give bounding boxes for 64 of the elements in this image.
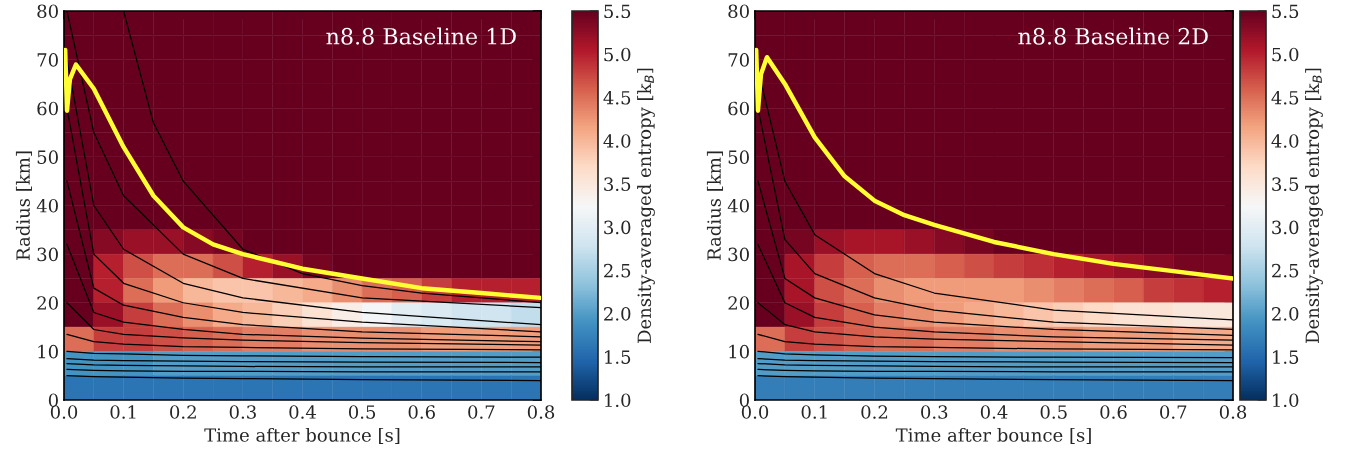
color-bar-label: 3.5: [1272, 177, 1299, 192]
x-tick-label: 0.4: [980, 405, 1008, 419]
x-tick-label: 0.1: [110, 405, 136, 419]
color-bar-label: 4.5: [1271, 90, 1299, 105]
x-tick-label: 0.2: [861, 405, 888, 419]
color-bar-title: Density-averaged entropy [k$_{B}$]: [637, 68, 655, 343]
y-tick-label: 70: [728, 53, 749, 67]
color-bar-label: 5.0: [604, 47, 631, 62]
color-bar-label: 2.0: [604, 307, 631, 321]
y-tick-label: 70: [37, 53, 58, 67]
y-tick-label: 0: [48, 393, 58, 408]
color-bar-label: 1.5: [1273, 350, 1299, 364]
text: n8.8 Baseline 2D: [1018, 27, 1208, 45]
x-tick-label: 0.6: [1100, 405, 1127, 419]
color-bar-label: 1.0: [605, 393, 631, 408]
color-bar-label: 3.5: [604, 177, 631, 192]
color-bar-label: 4.0: [603, 134, 631, 148]
color-bar-label: 1.0: [1273, 393, 1299, 408]
x-tick-label: 0.8: [1219, 405, 1247, 419]
y-tick-label: 80: [37, 4, 58, 19]
color-bar-label: 3.0: [1272, 220, 1299, 235]
color-bar-label: 4.5: [603, 90, 631, 105]
y-tick-label: 30: [728, 247, 749, 262]
color-bar-label: 5.5: [604, 4, 631, 19]
color-bar-label: 1.5: [605, 350, 631, 364]
y-axis-title: Radius [km]: [15, 151, 33, 260]
y-axis-title: Radius [km]: [706, 151, 724, 260]
color-bar-label: 4.0: [1271, 134, 1299, 148]
text: n8.8 Baseline 1D: [326, 27, 516, 45]
y-tick-label: 50: [728, 150, 749, 164]
y-tick-label: 20: [728, 296, 749, 310]
x-tick-label: 0.4: [289, 405, 316, 419]
color-bar-label: 2.5: [1272, 263, 1299, 278]
x-tick-label: 0.6: [408, 405, 435, 419]
color-bar-label: 5.5: [1272, 4, 1299, 19]
color-bar-label: 3.0: [604, 220, 631, 235]
y-tick-label: 60: [728, 101, 749, 116]
color-bar-label: 5.0: [1272, 47, 1299, 62]
x-tick-label: 0.0: [50, 405, 78, 419]
y-tick-label: 10: [38, 344, 58, 359]
x-tick-label: 0.3: [921, 405, 948, 419]
x-tick-label: 0.7: [468, 405, 495, 419]
color-bar-label: 2.0: [1272, 307, 1299, 321]
y-tick-label: 40: [36, 198, 58, 213]
x-tick-label: 0.2: [170, 405, 196, 419]
y-tick-label: 0: [739, 393, 749, 408]
color-bar-title: Density-averaged entropy [k$_{B}$]: [1305, 68, 1323, 343]
y-tick-label: 30: [37, 247, 58, 262]
y-tick-label: 40: [727, 198, 749, 213]
x-tick-label: 0.7: [1160, 405, 1187, 419]
x-tick-label: 0.1: [801, 405, 827, 419]
x-tick-label: 0.5: [348, 405, 376, 419]
y-tick-label: 50: [37, 150, 58, 164]
x-tick-label: 0.0: [741, 405, 769, 419]
y-tick-label: 80: [728, 4, 749, 19]
x-tick-label: 0.3: [229, 405, 256, 419]
x-axis-title: Time after bounce [s]: [204, 427, 400, 444]
y-tick-label: 60: [37, 101, 58, 116]
x-tick-label: 0.5: [1040, 405, 1067, 419]
y-tick-label: 20: [37, 296, 58, 310]
color-bar-label: 2.5: [604, 263, 631, 278]
x-axis-title: Time after bounce [s]: [895, 427, 1091, 444]
y-tick-label: 10: [729, 344, 749, 359]
x-tick-label: 0.8: [527, 405, 555, 419]
